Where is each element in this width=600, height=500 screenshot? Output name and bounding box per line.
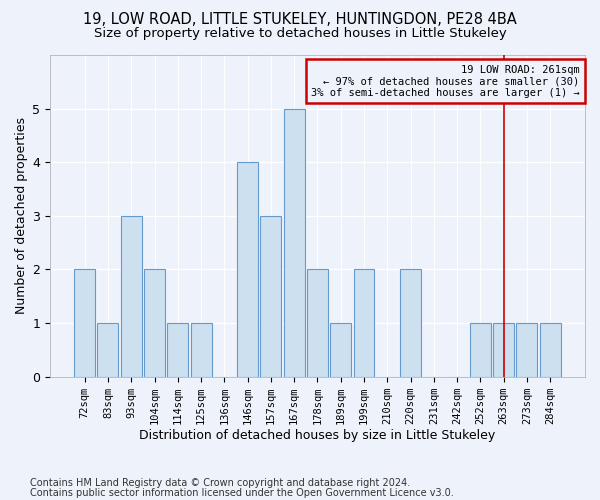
Bar — [191, 323, 212, 376]
Bar — [97, 323, 118, 376]
Bar — [493, 323, 514, 376]
Text: Size of property relative to detached houses in Little Stukeley: Size of property relative to detached ho… — [94, 28, 506, 40]
Bar — [400, 270, 421, 376]
Bar — [144, 270, 165, 376]
Bar — [307, 270, 328, 376]
Bar — [284, 108, 305, 376]
X-axis label: Distribution of detached houses by size in Little Stukeley: Distribution of detached houses by size … — [139, 430, 496, 442]
Text: Contains public sector information licensed under the Open Government Licence v3: Contains public sector information licen… — [30, 488, 454, 498]
Bar — [540, 323, 560, 376]
Bar — [470, 323, 491, 376]
Bar — [353, 270, 374, 376]
Bar — [121, 216, 142, 376]
Bar — [517, 323, 538, 376]
Bar — [167, 323, 188, 376]
Text: 19, LOW ROAD, LITTLE STUKELEY, HUNTINGDON, PE28 4BA: 19, LOW ROAD, LITTLE STUKELEY, HUNTINGDO… — [83, 12, 517, 28]
Bar — [260, 216, 281, 376]
Bar — [74, 270, 95, 376]
Bar — [237, 162, 258, 376]
Text: 19 LOW ROAD: 261sqm
← 97% of detached houses are smaller (30)
3% of semi-detache: 19 LOW ROAD: 261sqm ← 97% of detached ho… — [311, 64, 580, 98]
Y-axis label: Number of detached properties: Number of detached properties — [15, 118, 28, 314]
Text: Contains HM Land Registry data © Crown copyright and database right 2024.: Contains HM Land Registry data © Crown c… — [30, 478, 410, 488]
Bar — [330, 323, 351, 376]
